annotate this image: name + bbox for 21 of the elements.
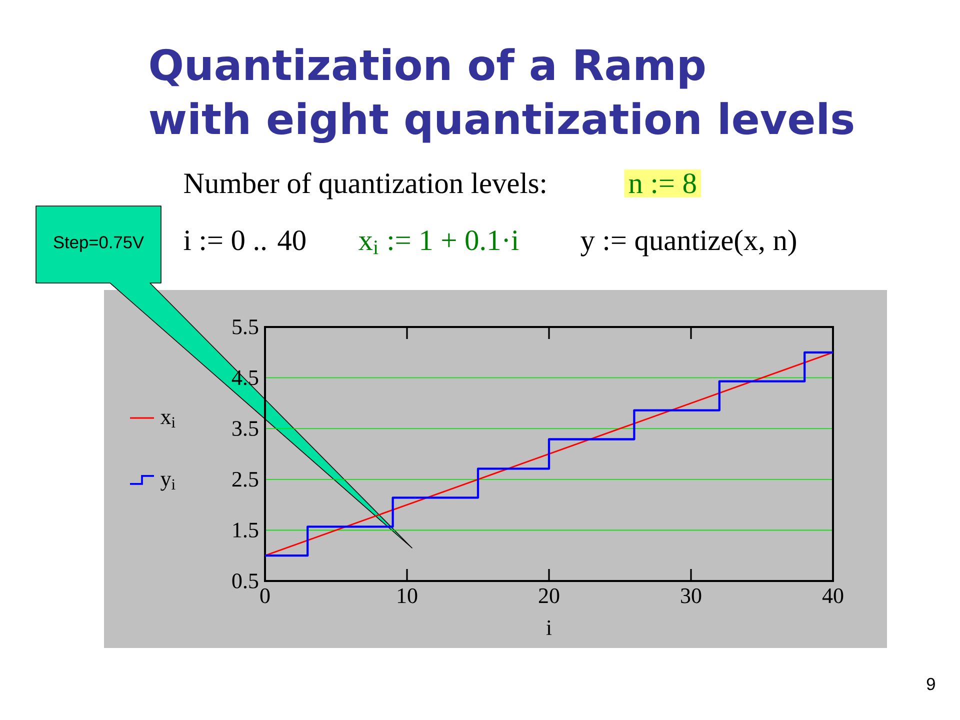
legend-label: x$_{i}$ bbox=[160, 414, 176, 428]
y-tick-label: 5.5 bbox=[232, 320, 258, 334]
x-tick-label: 10 bbox=[398, 588, 418, 604]
legend-label: y$_{i}$ bbox=[160, 476, 176, 491]
text: n := 8 bbox=[628, 173, 696, 194]
x-tick-label: 40 bbox=[822, 588, 844, 604]
chart-title: Quantization of a Ramp with eight quantization levels bbox=[150, 48, 854, 144]
y-tick-label: 0.5 bbox=[232, 574, 258, 588]
x-axis-title: i bbox=[546, 620, 552, 635]
y-tick-label: 2.5 bbox=[232, 472, 258, 487]
y-tick-label: 3.5 bbox=[232, 421, 258, 436]
x-tick-label: 30 bbox=[681, 588, 702, 604]
text: i := 0 .. 40 bbox=[184, 230, 306, 250]
x-tick-label: 0 bbox=[260, 588, 270, 604]
text: x$_{i}$ := 1 + 0.1·i bbox=[358, 230, 519, 254]
text: Number of quantization levels: bbox=[184, 172, 546, 200]
y-tick-label: 1.5 bbox=[233, 522, 258, 538]
text: y := quantize(x, n) bbox=[580, 230, 796, 256]
text: 9 bbox=[926, 678, 935, 690]
text: Step=0.75V bbox=[54, 236, 144, 252]
x-tick-label: 20 bbox=[538, 588, 560, 604]
